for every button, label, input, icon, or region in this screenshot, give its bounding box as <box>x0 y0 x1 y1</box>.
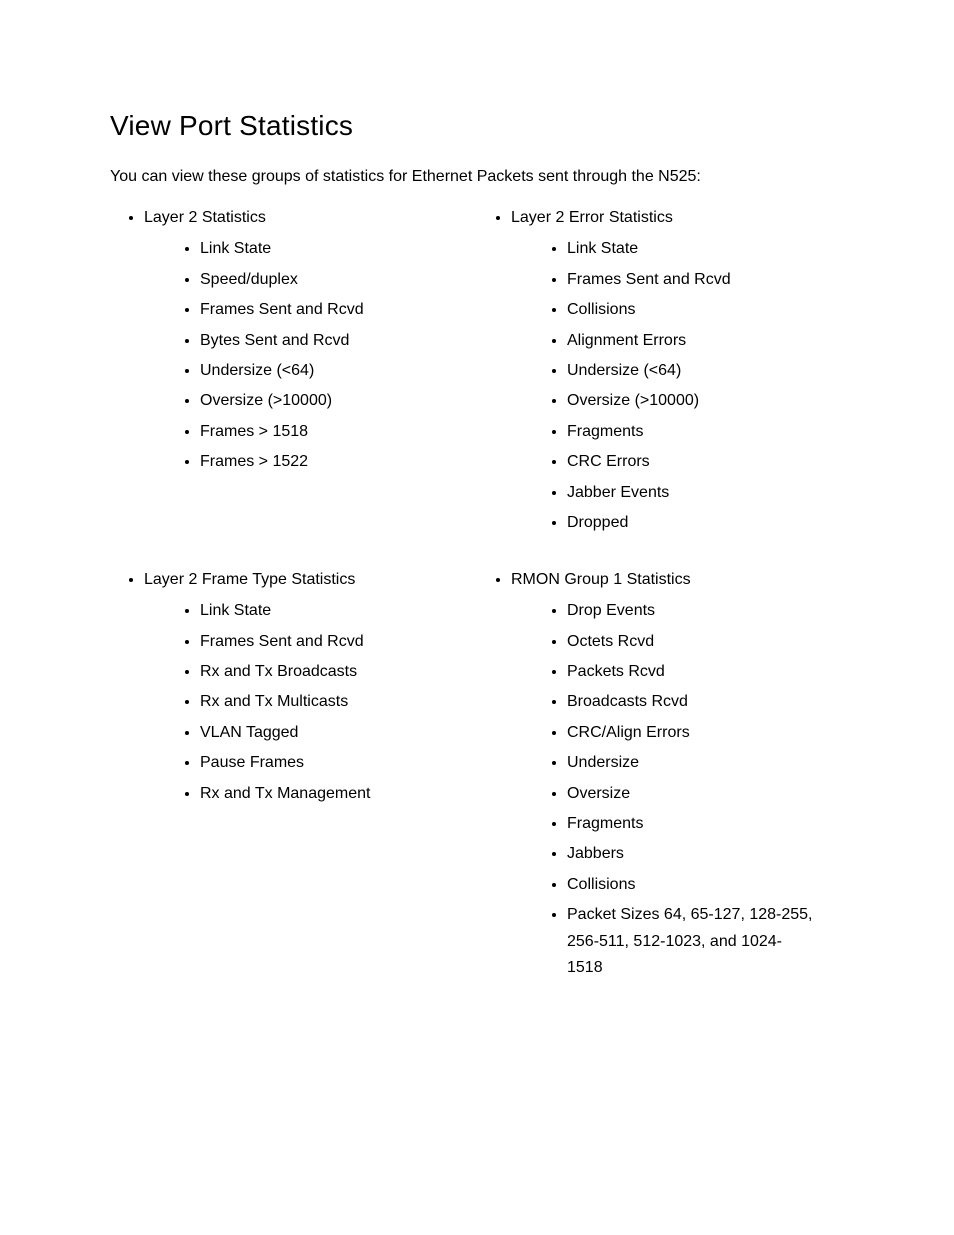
stat-item: Link State <box>200 236 477 262</box>
stat-item: Octets Rcvd <box>567 629 844 655</box>
stat-item: Frames Sent and Rcvd <box>200 297 477 323</box>
sub-list: Link State Frames Sent and Rcvd Rx and T… <box>144 598 477 807</box>
group-item: Layer 2 Frame Type Statistics Link State… <box>144 568 477 807</box>
stat-item: Pause Frames <box>200 750 477 776</box>
stat-item: CRC/Align Errors <box>567 720 844 746</box>
group-list: Layer 2 Error Statistics Link State Fram… <box>477 206 844 536</box>
stats-row-1: Layer 2 Statistics Link State Speed/dupl… <box>110 206 844 542</box>
stats-col-left: Layer 2 Statistics Link State Speed/dupl… <box>110 206 477 542</box>
stat-item: Oversize (>10000) <box>200 388 477 414</box>
group-list: RMON Group 1 Statistics Drop Events Octe… <box>477 568 844 981</box>
stat-item: Fragments <box>567 811 844 837</box>
stat-item: CRC Errors <box>567 449 844 475</box>
stats-col-left: Layer 2 Frame Type Statistics Link State… <box>110 568 477 987</box>
stat-item: Frames Sent and Rcvd <box>200 629 477 655</box>
group-name: Layer 2 Statistics <box>144 209 266 226</box>
page: View Port Statistics You can view these … <box>0 0 954 1235</box>
stats-col-right: Layer 2 Error Statistics Link State Fram… <box>477 206 844 542</box>
group-list: Layer 2 Statistics Link State Speed/dupl… <box>110 206 477 475</box>
page-title: View Port Statistics <box>110 110 844 142</box>
group-item: RMON Group 1 Statistics Drop Events Octe… <box>511 568 844 981</box>
stat-item: VLAN Tagged <box>200 720 477 746</box>
stat-item: Frames > 1518 <box>200 419 477 445</box>
stat-item: Packet Sizes 64, 65-127, 128-255, 256-51… <box>567 902 844 981</box>
group-name: Layer 2 Frame Type Statistics <box>144 571 355 588</box>
stat-item: Collisions <box>567 872 844 898</box>
stat-item: Frames > 1522 <box>200 449 477 475</box>
group-list: Layer 2 Frame Type Statistics Link State… <box>110 568 477 807</box>
stat-item: Rx and Tx Broadcasts <box>200 659 477 685</box>
stat-item: Rx and Tx Management <box>200 781 477 807</box>
stat-item: Collisions <box>567 297 844 323</box>
stat-item: Frames Sent and Rcvd <box>567 267 844 293</box>
group-item: Layer 2 Statistics Link State Speed/dupl… <box>144 206 477 475</box>
stat-item: Undersize (<64) <box>200 358 477 384</box>
group-item: Layer 2 Error Statistics Link State Fram… <box>511 206 844 536</box>
stat-item: Bytes Sent and Rcvd <box>200 328 477 354</box>
stat-item: Speed/duplex <box>200 267 477 293</box>
stat-item: Link State <box>567 236 844 262</box>
group-name: RMON Group 1 Statistics <box>511 571 691 588</box>
stat-item: Drop Events <box>567 598 844 624</box>
sub-list: Link State Speed/duplex Frames Sent and … <box>144 236 477 475</box>
stat-item: Broadcasts Rcvd <box>567 689 844 715</box>
stat-item: Jabber Events <box>567 480 844 506</box>
stat-item: Oversize <box>567 781 844 807</box>
stat-item: Oversize (>10000) <box>567 388 844 414</box>
stat-item: Undersize (<64) <box>567 358 844 384</box>
stats-col-right: RMON Group 1 Statistics Drop Events Octe… <box>477 568 844 987</box>
intro-text: You can view these groups of statistics … <box>110 166 844 188</box>
stat-item: Packets Rcvd <box>567 659 844 685</box>
stat-item: Fragments <box>567 419 844 445</box>
stat-item: Undersize <box>567 750 844 776</box>
stat-item: Dropped <box>567 510 844 536</box>
stat-item: Link State <box>200 598 477 624</box>
stat-item: Jabbers <box>567 841 844 867</box>
stats-row-2: Layer 2 Frame Type Statistics Link State… <box>110 568 844 987</box>
sub-list: Link State Frames Sent and Rcvd Collisio… <box>511 236 844 536</box>
sub-list: Drop Events Octets Rcvd Packets Rcvd Bro… <box>511 598 844 981</box>
group-name: Layer 2 Error Statistics <box>511 209 673 226</box>
stat-item: Alignment Errors <box>567 328 844 354</box>
stat-item: Rx and Tx Multicasts <box>200 689 477 715</box>
